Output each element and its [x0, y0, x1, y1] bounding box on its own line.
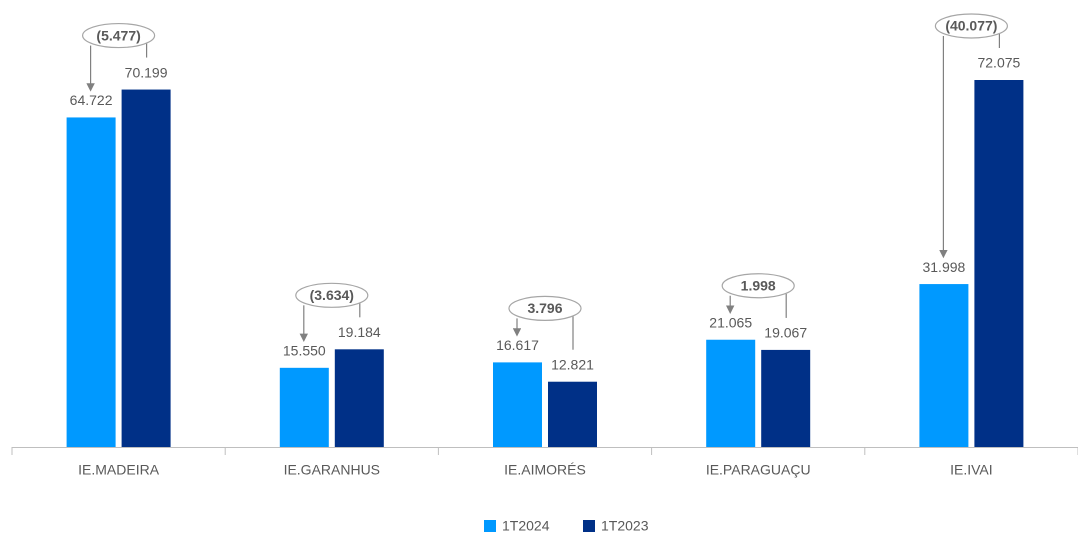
legend-label: 1T2023: [601, 518, 649, 534]
annotation: (5.477): [96, 27, 140, 43]
legend-swatch: [583, 520, 595, 532]
bar: [706, 339, 756, 447]
annotation: 3.796: [527, 300, 562, 316]
bar: [121, 89, 171, 448]
bar: [279, 367, 329, 447]
data-label: 12.821: [551, 356, 594, 372]
bar: [974, 80, 1024, 447]
bar: [493, 362, 542, 447]
bar: [761, 349, 811, 447]
annotation: 1.998: [741, 277, 776, 293]
data-label: 16.617: [496, 337, 539, 353]
data-label: 21.065: [709, 314, 752, 330]
bar: [334, 349, 384, 447]
annotation-bubble: [721, 273, 795, 299]
data-label: 15.550: [283, 343, 326, 359]
data-label: 70.199: [125, 64, 168, 80]
data-label: 19.067: [764, 325, 807, 341]
x-tick-label: IE.AIMORÉS: [504, 462, 586, 478]
data-label: 31.998: [922, 259, 965, 275]
legend-swatch: [484, 520, 496, 532]
data-label: 19.184: [338, 324, 381, 340]
data-label: 72.075: [977, 55, 1020, 71]
legend-label: 1T2024: [502, 518, 550, 534]
x-tick-label: IE.IVAI: [950, 462, 993, 478]
x-tick-label: IE.MADEIRA: [78, 462, 160, 478]
annotation: (3.634): [310, 287, 354, 303]
bar: [919, 284, 969, 447]
bar: [548, 381, 597, 447]
annotation-bubble: [934, 13, 1009, 39]
annotation-bubble: [295, 282, 369, 308]
data-label: 64.722: [70, 92, 113, 108]
bar: [66, 117, 116, 448]
x-tick-label: IE.PARAGUAÇU: [706, 462, 811, 478]
annotation: (40.077): [945, 18, 997, 34]
annotation-bubble: [81, 22, 156, 49]
annotation-bubble: [508, 295, 582, 321]
x-tick-label: IE.GARANHUS: [284, 462, 380, 478]
